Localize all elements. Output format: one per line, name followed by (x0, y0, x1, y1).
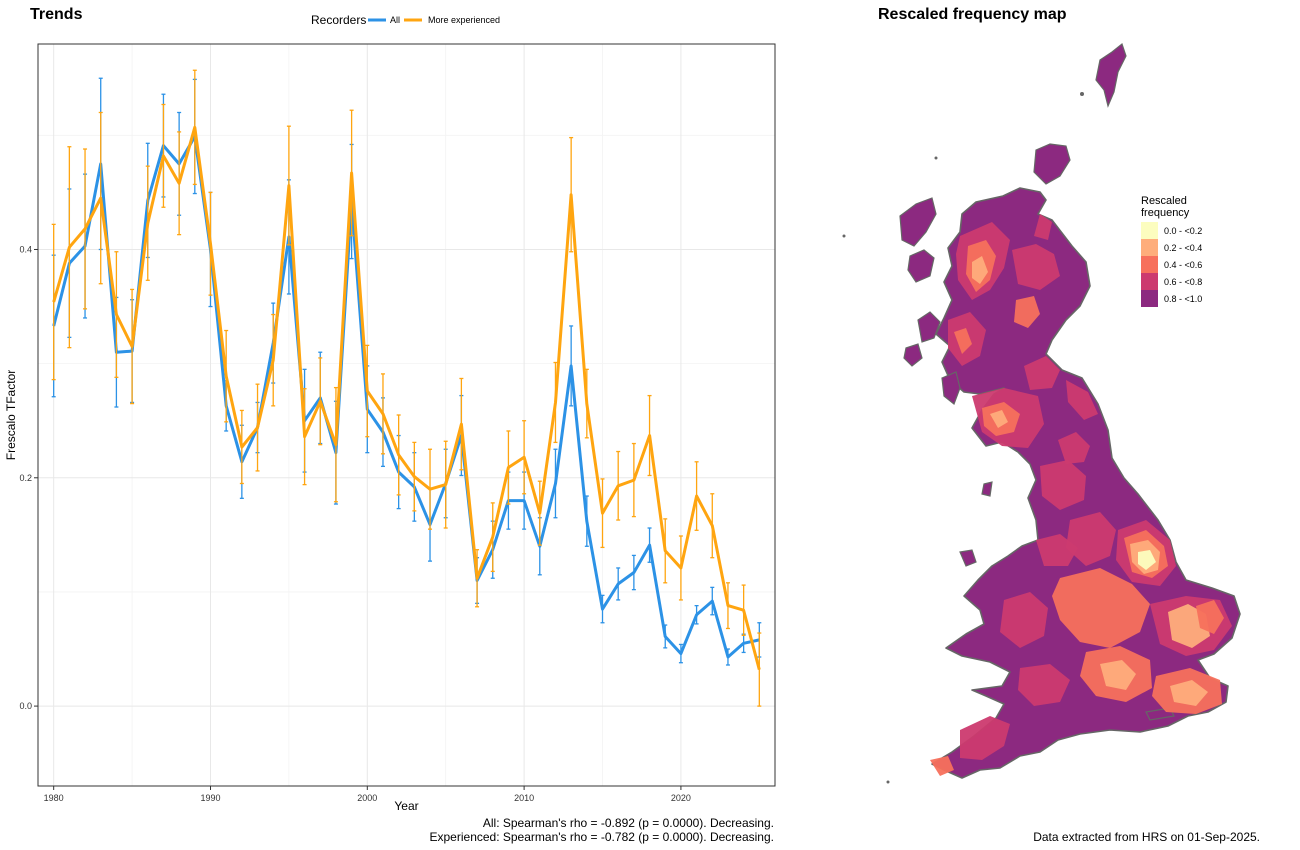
legend-label: More experienced (428, 15, 500, 25)
islet (886, 780, 890, 784)
frequency-patch (1080, 646, 1152, 702)
map-legend-label: 0.2 - <0.4 (1164, 243, 1202, 253)
frequency-patch (956, 222, 1010, 300)
island (899, 197, 937, 247)
frequency-patch (1066, 512, 1116, 566)
gb-map (842, 42, 1241, 784)
frequency-patch (990, 410, 1008, 428)
frequency-patch (1066, 380, 1098, 420)
frequency-patch (972, 256, 988, 284)
frequency-patch (1170, 680, 1208, 706)
x-tick-label: 2020 (671, 793, 691, 803)
frequency-patch (1058, 432, 1090, 464)
map-legend-label: 0.6 - <0.8 (1164, 277, 1202, 287)
series-line (52, 125, 761, 670)
map-legend-swatch (1141, 239, 1158, 256)
frequency-patch (1124, 530, 1168, 578)
footnote-all: All: Spearman's rho = -0.892 (p = 0.0000… (482, 816, 774, 830)
frequency-patch (1168, 604, 1210, 648)
x-tick-label: 2010 (514, 793, 534, 803)
plot-frame (37, 43, 776, 787)
y-tick-label: 0.0 (19, 701, 32, 711)
frequency-patch (1130, 540, 1160, 574)
map-legend-swatch (1141, 256, 1158, 273)
legend-title: Recorders (311, 13, 366, 27)
map-legend-label: 0.0 - <0.2 (1164, 226, 1202, 236)
chart-title: Trends (30, 6, 83, 23)
frequency-patch (948, 312, 986, 366)
frequency-patch (1036, 534, 1078, 566)
frequency-patch (1116, 520, 1176, 586)
x-tick-label: 1980 (44, 793, 64, 803)
y-tick-label: 0.2 (19, 473, 32, 483)
frequency-patch (930, 756, 954, 776)
x-tick-label: 1990 (200, 793, 220, 803)
islet (934, 156, 938, 160)
series-more-experienced (51, 69, 762, 707)
map-legend-swatch (1141, 273, 1158, 290)
gb-mainland (931, 187, 1241, 779)
island (907, 249, 935, 283)
series-all (51, 77, 762, 666)
frequency-patch (966, 240, 996, 292)
frequency-patch (1138, 550, 1156, 570)
map-legend-label: 0.4 - <0.6 (1164, 260, 1202, 270)
frequency-patch (1018, 664, 1070, 706)
island (903, 343, 923, 367)
frequency-patch (1000, 592, 1048, 648)
frequency-patch (1152, 668, 1222, 714)
frequency-patch (1052, 568, 1150, 648)
island (1095, 42, 1127, 108)
frequency-patch (972, 388, 1044, 448)
grid-lines (38, 44, 775, 786)
y-tick-label: 0.4 (19, 244, 32, 254)
frequency-patch (1196, 600, 1224, 634)
frequency-patch (1150, 596, 1232, 656)
frequency-patch (1100, 660, 1136, 690)
frequency-patch (954, 328, 972, 354)
map-legend-title: frequency (1141, 207, 1190, 219)
map-legend-label: 0.8 - <1.0 (1164, 294, 1202, 304)
x-tick-label: 2000 (357, 793, 377, 803)
map-legend-title: Rescaled (1141, 195, 1187, 207)
map-legend-swatch (1141, 222, 1158, 239)
trends-panel: Trends 1980 1990 2000 2010 2020 0.0 0.2 0.4 Year F… (4, 6, 776, 813)
frequency-patch (1034, 214, 1052, 240)
legend-label: All (390, 15, 400, 25)
island (981, 481, 993, 497)
frequency-patch (960, 716, 1010, 760)
y-axis-label: Frescalo TFactor (4, 370, 18, 460)
footnote-extraction: Data extracted from HRS on 01-Sep-2025. (1033, 830, 1260, 844)
island (1145, 707, 1175, 721)
frequency-patch (1014, 296, 1040, 328)
island (941, 371, 961, 405)
map-legend-swatch (1141, 290, 1158, 307)
islet (842, 234, 846, 238)
frequency-patch (1012, 244, 1060, 290)
island (1033, 143, 1071, 185)
island (917, 311, 941, 343)
frequency-patch (1040, 460, 1086, 510)
frequency-patch (1024, 356, 1060, 390)
x-axis-label: Year (394, 799, 418, 813)
frequency-patch (982, 402, 1020, 436)
islet (1080, 92, 1084, 96)
chart-legend: Recorders All More experienced (311, 13, 500, 27)
island (959, 549, 977, 567)
series-line (52, 135, 760, 659)
map-title: Rescaled frequency map (878, 6, 1067, 23)
footnote-experienced: Experienced: Spearman's rho = -0.782 (p … (429, 830, 775, 844)
